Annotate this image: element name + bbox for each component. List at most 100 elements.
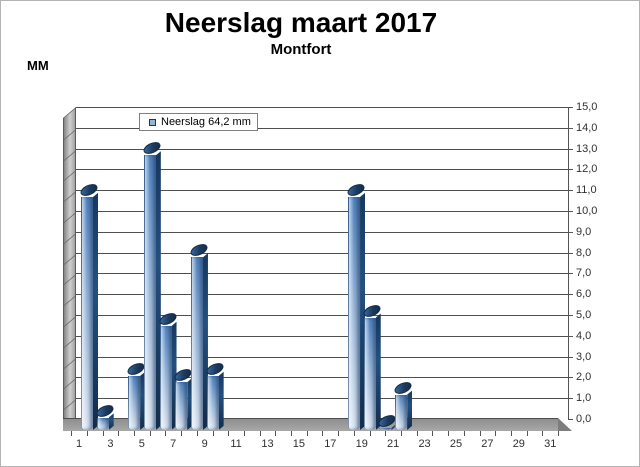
y-axis-tick bbox=[568, 148, 573, 150]
bar-side-day-7 bbox=[187, 378, 192, 430]
x-axis-tick bbox=[259, 431, 261, 436]
gridline bbox=[76, 190, 569, 192]
wall-tick bbox=[64, 316, 75, 328]
bar-day-21 bbox=[395, 394, 408, 430]
x-axis-tick bbox=[542, 431, 544, 436]
gridline bbox=[76, 107, 569, 108]
legend-marker-icon bbox=[149, 118, 156, 126]
x-axis-tick bbox=[306, 431, 308, 436]
y-tick-label: 12,0 bbox=[576, 163, 598, 176]
y-axis-tick bbox=[568, 273, 573, 275]
y-tick-label: 9,0 bbox=[576, 225, 592, 238]
y-tick-label: 7,0 bbox=[576, 267, 592, 280]
y-axis-tick bbox=[568, 127, 573, 129]
x-axis-tick bbox=[416, 431, 418, 436]
x-tick-label: 21 bbox=[387, 438, 400, 450]
x-tick-label: 7 bbox=[170, 438, 177, 450]
y-axis-line bbox=[568, 107, 569, 419]
gridline bbox=[76, 148, 569, 150]
gridline bbox=[76, 294, 569, 296]
x-axis-tick bbox=[526, 431, 528, 436]
x-tick-label: 11 bbox=[230, 438, 242, 450]
x-tick-label: 13 bbox=[261, 438, 274, 450]
wall-tick bbox=[64, 379, 75, 390]
wall-tick bbox=[64, 150, 75, 161]
x-tick-label: 17 bbox=[324, 438, 337, 450]
y-tick-label: 11,0 bbox=[576, 184, 597, 197]
x-axis-tick bbox=[432, 431, 434, 436]
x-tick-label: 5 bbox=[138, 438, 145, 450]
bar-side-day-21 bbox=[407, 390, 412, 430]
bar-side-day-2 bbox=[109, 413, 114, 430]
x-axis-tick bbox=[338, 431, 340, 436]
wall-tick bbox=[64, 400, 75, 411]
x-axis-tick bbox=[118, 431, 120, 436]
wall-tick bbox=[64, 358, 75, 369]
y-tick-label: 3,0 bbox=[576, 350, 592, 363]
bar-side-day-4 bbox=[140, 372, 145, 430]
y-tick-label: 6,0 bbox=[576, 288, 592, 301]
y-axis-tick bbox=[568, 211, 573, 212]
bar-day-7 bbox=[175, 382, 188, 430]
bar-side-day-1 bbox=[93, 193, 98, 430]
x-tick-label: 19 bbox=[355, 438, 368, 450]
x-axis-tick bbox=[558, 431, 560, 436]
bar-day-18 bbox=[348, 197, 361, 430]
bar-day-5 bbox=[143, 155, 156, 430]
x-axis-tick bbox=[196, 431, 198, 436]
x-axis-tick bbox=[495, 431, 497, 436]
y-axis-tick bbox=[568, 190, 573, 192]
gridline bbox=[76, 252, 569, 254]
gridline bbox=[76, 398, 569, 400]
bar-day-1 bbox=[81, 197, 93, 430]
x-axis-tick bbox=[291, 431, 293, 436]
y-tick-label: 15,0 bbox=[576, 101, 598, 113]
legend: Neerslag 64,2 mm bbox=[139, 113, 258, 131]
gridline bbox=[76, 211, 569, 212]
bar-day-8 bbox=[190, 257, 203, 430]
y-tick-label: 2,0 bbox=[576, 371, 592, 384]
x-axis-tick bbox=[275, 431, 277, 436]
y-axis-tick bbox=[568, 231, 573, 233]
bar-side-day-20 bbox=[391, 424, 396, 430]
y-axis-tick bbox=[568, 356, 573, 358]
wall-tick bbox=[64, 171, 75, 182]
bar-day-2 bbox=[96, 417, 109, 430]
y-axis-tick bbox=[568, 315, 573, 316]
chart-left-wall bbox=[63, 107, 76, 431]
gridline bbox=[76, 273, 569, 275]
gridline bbox=[76, 169, 569, 171]
y-axis-tick bbox=[568, 335, 573, 337]
x-tick-label: 3 bbox=[107, 438, 114, 450]
x-tick-label: 27 bbox=[481, 438, 494, 450]
bar-day-4 bbox=[128, 375, 141, 430]
bar-side-day-9 bbox=[219, 372, 224, 430]
x-axis-tick bbox=[463, 431, 465, 436]
wall-tick bbox=[64, 192, 75, 203]
gridline bbox=[76, 377, 569, 379]
wall-tick bbox=[64, 296, 75, 307]
x-tick-label: 25 bbox=[449, 438, 463, 450]
x-axis-tick bbox=[228, 431, 230, 436]
gridline bbox=[76, 231, 569, 233]
y-axis-unit-label: MM bbox=[27, 58, 49, 73]
y-axis-tick bbox=[568, 294, 573, 296]
x-axis-tick bbox=[86, 431, 88, 436]
wall-tick bbox=[64, 212, 75, 224]
x-axis-tick bbox=[181, 431, 183, 436]
x-axis-tick bbox=[165, 431, 167, 436]
x-tick-label: 15 bbox=[292, 438, 306, 450]
y-axis-tick bbox=[568, 398, 573, 400]
y-axis-tick bbox=[568, 169, 573, 171]
bar-day-6 bbox=[159, 326, 172, 430]
y-tick-label: 4,0 bbox=[576, 329, 592, 342]
y-tick-label: 1,0 bbox=[576, 392, 592, 405]
x-axis-tick bbox=[510, 431, 512, 436]
x-axis-tick bbox=[448, 431, 450, 436]
bar-side-day-5 bbox=[156, 151, 161, 430]
x-axis-tick bbox=[385, 431, 387, 436]
wall-tick bbox=[64, 233, 75, 244]
y-axis-tick bbox=[568, 377, 573, 379]
